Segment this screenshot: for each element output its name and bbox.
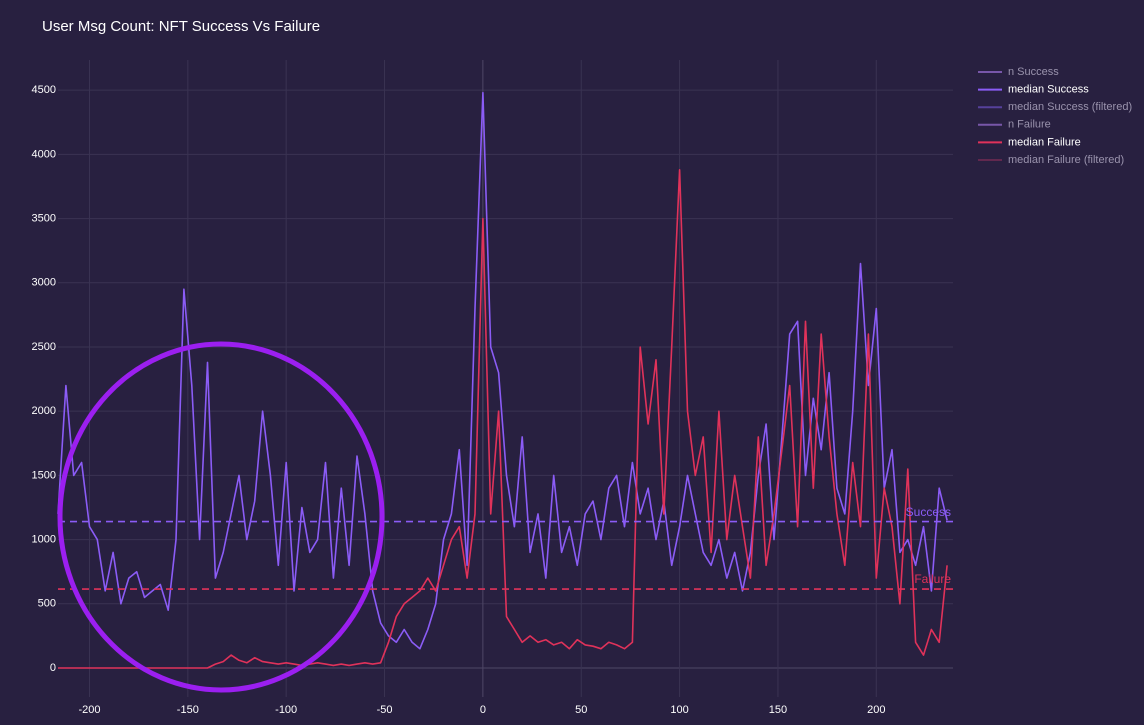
reference-label: Success [906,505,951,519]
y-tick-label: 2000 [32,405,56,417]
legend-label: median Failure (filtered) [1008,154,1124,166]
reference-label: Failure [914,572,951,586]
x-tick-label: -50 [377,704,393,716]
y-tick-label: 4500 [32,84,56,96]
y-tick-label: 2500 [32,341,56,353]
chart-title: User Msg Count: NFT Success Vs Failure [42,18,320,35]
y-tick-label: 1000 [32,533,56,545]
x-tick-label: 0 [480,704,486,716]
legend-label: median Success (filtered) [1008,101,1132,113]
lines: Success Failure [57,91,953,669]
y-tick-label: 0 [50,662,56,674]
x-tick-label: -150 [177,704,199,716]
y-tick-label: 500 [38,598,56,610]
y-tick-label: 3000 [32,277,56,289]
grid: 050010001500200025003000350040004500-200… [32,60,953,716]
legend-label: n Success [1008,66,1059,78]
legend: n Success median Success median Success (f… [978,66,1132,166]
legend-label: n Failure [1008,119,1051,131]
y-tick-label: 1500 [32,469,56,481]
x-tick-label: 150 [769,704,787,716]
highlight-circle [57,341,385,693]
y-tick-label: 3500 [32,212,56,224]
legend-label: median Success [1008,84,1089,96]
y-tick-label: 4000 [32,148,56,160]
data-line [58,169,948,669]
x-tick-label: -100 [275,704,297,716]
legend-label: median Failure [1008,136,1081,148]
data-line [57,91,948,650]
x-tick-label: -200 [78,704,100,716]
x-tick-label: 200 [867,704,885,716]
x-tick-label: 50 [575,704,587,716]
x-tick-label: 100 [670,704,688,716]
